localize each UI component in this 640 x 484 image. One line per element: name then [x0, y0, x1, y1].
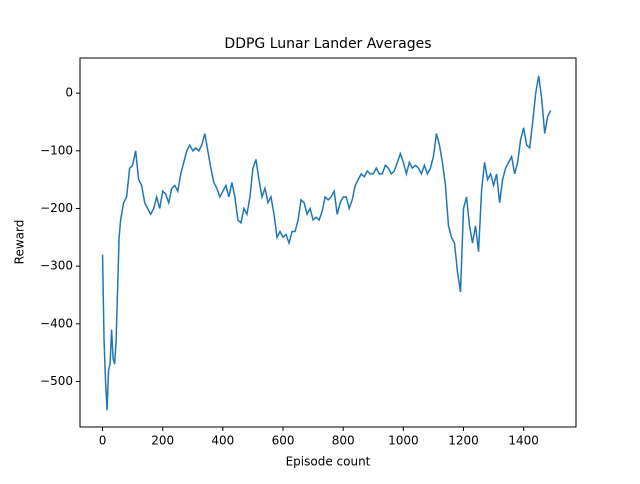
y-tick-label: −100	[40, 143, 73, 157]
x-tick-label: 800	[332, 434, 355, 448]
chart-title: DDPG Lunar Lander Averages	[224, 36, 431, 52]
plot-frame	[79, 57, 577, 428]
y-tick-label: −500	[40, 374, 73, 388]
y-tick-label: 0	[65, 86, 73, 100]
x-axis-label: Episode count	[286, 455, 371, 469]
line	[101, 75, 552, 411]
y-tick-label: −300	[40, 259, 73, 273]
y-tick-label: −200	[40, 201, 73, 215]
x-tick-label: 400	[211, 434, 234, 448]
x-tick-label: 1400	[508, 434, 539, 448]
x-tick-label: 200	[151, 434, 174, 448]
x-tick-label: 0	[99, 434, 107, 448]
y-axis-label: Reward	[13, 220, 27, 265]
y-tick-label: −400	[40, 316, 73, 330]
x-tick-label: 1200	[448, 434, 479, 448]
x-tick-label: 1000	[388, 434, 419, 448]
x-tick-label: 600	[272, 434, 295, 448]
